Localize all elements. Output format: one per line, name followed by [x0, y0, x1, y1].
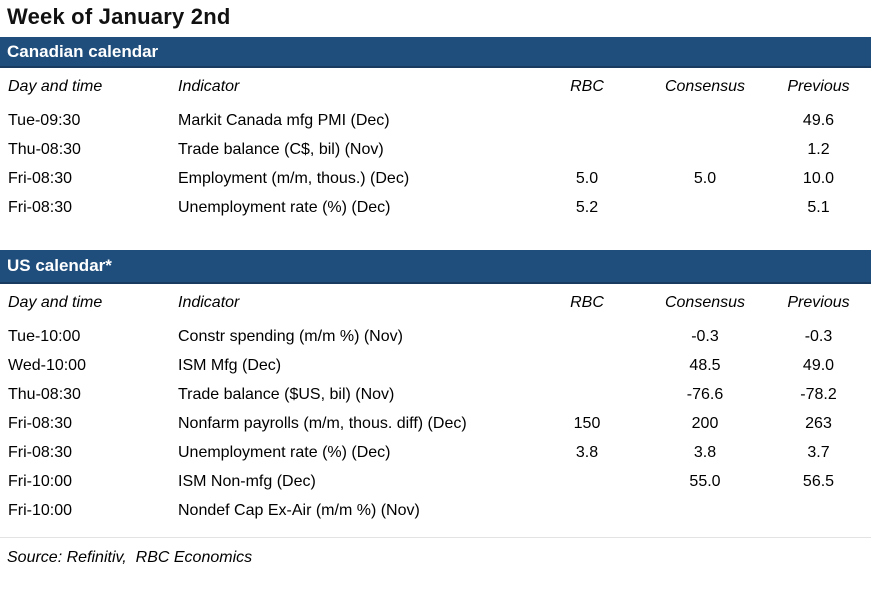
- section-header-us: US calendar*: [0, 250, 871, 284]
- page-title: Week of January 2nd: [7, 4, 231, 29]
- cell-previous: 3.7: [807, 444, 830, 461]
- cell-indicator: Trade balance ($US, bil) (Nov): [178, 386, 395, 403]
- table-row: Fri-10:00 ISM Non-mfg (Dec) 55.0 56.5: [0, 467, 871, 496]
- column-header-row: Day and time Indicator RBC Consensus Pre…: [0, 68, 871, 106]
- cell-rbc: [537, 135, 637, 164]
- cell-consensus: 48.5: [689, 357, 721, 374]
- cell-consensus: -0.3: [691, 328, 719, 345]
- cell-previous: 49.6: [802, 112, 835, 129]
- cell-consensus: [637, 496, 773, 525]
- cell-day: Fri-08:30: [8, 415, 73, 432]
- cell-indicator: Constr spending (m/m %) (Nov): [178, 328, 403, 345]
- cell-rbc: 150: [573, 415, 601, 432]
- cell-indicator: Employment (m/m, thous.) (Dec): [178, 170, 410, 187]
- cell-day: Fri-10:00: [8, 473, 73, 490]
- cell-previous: -78.2: [800, 386, 837, 403]
- cell-indicator: ISM Mfg (Dec): [178, 357, 282, 374]
- cell-indicator: Markit Canada mfg PMI (Dec): [178, 112, 390, 129]
- cell-day: Tue-09:30: [8, 112, 81, 129]
- cell-consensus: 3.8: [693, 444, 717, 461]
- table-row: Tue-10:00 Constr spending (m/m %) (Nov) …: [0, 322, 871, 351]
- divider: [0, 537, 871, 538]
- cell-rbc: 5.2: [575, 199, 599, 216]
- cell-rbc: [537, 467, 637, 496]
- cell-rbc: 5.0: [575, 170, 599, 187]
- section-canadian-calendar: Canadian calendar Day and time Indicator…: [0, 37, 871, 222]
- cell-previous: 56.5: [802, 473, 835, 490]
- cell-previous: 49.0: [802, 357, 835, 374]
- table-row: Thu-08:30 Trade balance (C$, bil) (Nov) …: [0, 135, 871, 164]
- cell-rbc: 3.8: [575, 444, 599, 461]
- column-header-rbc: RBC: [570, 78, 604, 95]
- table-row: Fri-08:30 Nonfarm payrolls (m/m, thous. …: [0, 409, 871, 438]
- cell-day: Fri-10:00: [8, 502, 73, 519]
- cell-indicator: Unemployment rate (%) (Dec): [178, 444, 391, 461]
- cell-indicator: Trade balance (C$, bil) (Nov): [178, 141, 384, 158]
- cell-rbc: [537, 322, 637, 351]
- cell-previous: 10.0: [802, 170, 835, 187]
- cell-day: Thu-08:30: [8, 386, 81, 403]
- cell-indicator: Unemployment rate (%) (Dec): [178, 199, 391, 216]
- column-header-row: Day and time Indicator RBC Consensus Pre…: [0, 284, 871, 322]
- cell-rbc: [537, 380, 637, 409]
- column-header-previous: Previous: [787, 78, 850, 95]
- column-header-indicator: Indicator: [178, 294, 240, 311]
- table-row: Fri-08:30 Unemployment rate (%) (Dec) 5.…: [0, 193, 871, 222]
- cell-previous: [773, 496, 864, 525]
- cell-consensus: [637, 193, 773, 222]
- section-us-calendar: US calendar* Day and time Indicator RBC …: [0, 250, 871, 525]
- table-row: Fri-10:00 Nondef Cap Ex-Air (m/m %) (Nov…: [0, 496, 871, 525]
- cell-indicator: ISM Non-mfg (Dec): [178, 473, 316, 490]
- table-row: Wed-10:00 ISM Mfg (Dec) 48.5 49.0: [0, 351, 871, 380]
- table-row: Tue-09:30 Markit Canada mfg PMI (Dec) 49…: [0, 106, 871, 135]
- column-header-day-and-time: Day and time: [8, 78, 103, 95]
- column-header-rbc: RBC: [570, 294, 604, 311]
- column-header-day-and-time: Day and time: [8, 294, 103, 311]
- cell-consensus: 200: [691, 415, 719, 432]
- cell-rbc: [537, 351, 637, 380]
- cell-day: Tue-10:00: [8, 328, 81, 345]
- cell-day: Wed-10:00: [8, 357, 86, 374]
- cell-previous: 1.2: [807, 141, 830, 158]
- cell-previous: 5.1: [807, 199, 830, 216]
- column-header-consensus: Consensus: [664, 294, 746, 311]
- cell-indicator: Nondef Cap Ex-Air (m/m %) (Nov): [178, 502, 420, 519]
- cell-consensus: 5.0: [693, 170, 717, 187]
- cell-consensus: 55.0: [689, 473, 721, 490]
- table-row: Fri-08:30 Unemployment rate (%) (Dec) 3.…: [0, 438, 871, 467]
- section-header-canadian: Canadian calendar: [0, 37, 871, 68]
- cell-rbc: [537, 496, 637, 525]
- cell-consensus: [637, 106, 773, 135]
- cell-day: Fri-08:30: [8, 170, 73, 187]
- table-row: Thu-08:30 Trade balance ($US, bil) (Nov)…: [0, 380, 871, 409]
- cell-previous: -0.3: [804, 328, 833, 345]
- source-attribution: Source: Refinitiv, RBC Economics: [7, 549, 253, 566]
- column-header-consensus: Consensus: [664, 78, 746, 95]
- cell-consensus: [637, 135, 773, 164]
- column-header-previous: Previous: [787, 294, 850, 311]
- cell-day: Fri-08:30: [8, 444, 73, 461]
- cell-indicator: Nonfarm payrolls (m/m, thous. diff) (Dec…: [178, 415, 467, 432]
- cell-rbc: [537, 106, 637, 135]
- table-row: Fri-08:30 Employment (m/m, thous.) (Dec)…: [0, 164, 871, 193]
- cell-day: Thu-08:30: [8, 141, 81, 158]
- cell-previous: 263: [805, 415, 832, 432]
- cell-day: Fri-08:30: [8, 199, 73, 216]
- column-header-indicator: Indicator: [178, 78, 240, 95]
- cell-consensus: -76.6: [686, 386, 724, 403]
